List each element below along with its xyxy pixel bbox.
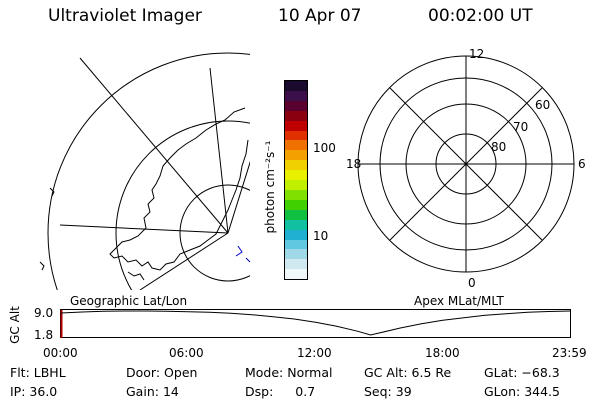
dsp-label: Dsp:: [245, 384, 274, 399]
apex-polar-plot: [357, 55, 575, 273]
coastline: [109, 107, 249, 271]
colorbar-segment: [285, 259, 307, 270]
colorbar-segment: [285, 219, 307, 230]
colorbar-tick-100: 100: [313, 141, 336, 155]
colorbar-segment: [285, 239, 307, 250]
geographic-map: [39, 52, 251, 290]
info-flt: Flt: LBHL: [10, 365, 66, 380]
colorbar-segment: [285, 120, 307, 131]
mlt-label-18: 18: [346, 157, 362, 171]
mlat-label-80: 80: [491, 140, 507, 154]
glat-label: GLat:: [484, 365, 518, 380]
colorbar-segment: [285, 199, 307, 210]
altitude-curve: [60, 310, 571, 336]
colorbar-segment: [285, 170, 307, 181]
timeline-xtick-0000: 00:00: [43, 346, 78, 360]
info-door: Door: Open: [126, 365, 197, 380]
timeline-xtick-2359: 23:59: [552, 346, 587, 360]
info-gain: Gain: 14: [126, 384, 179, 399]
colorbar-segment: [285, 81, 307, 91]
colorbar-segment: [285, 229, 307, 240]
altitude-timeline-plot: [60, 309, 571, 338]
glon-value: 344.5: [524, 384, 560, 399]
observation-time: 00:02:00 UT: [428, 6, 533, 26]
timeline-ylabel: GC Alt: [8, 306, 22, 344]
colorbar-unit-label: photon cm⁻²s⁻¹: [263, 140, 277, 234]
door-label: Door:: [126, 365, 161, 380]
colorbar-segment: [285, 90, 307, 101]
colorbar-segment: [285, 160, 307, 171]
apex-panel-label: Apex MLat/MLT: [414, 294, 504, 308]
mode-value: Normal: [287, 365, 333, 380]
gain-value: 14: [162, 384, 179, 399]
info-seq: Seq: 39: [364, 384, 412, 399]
colorbar-segment: [285, 110, 307, 121]
colorbar-gradient: [285, 81, 307, 280]
geographic-panel-label: Geographic Lat/Lon: [70, 294, 188, 308]
colorbar-tick-10: 10: [313, 229, 329, 243]
ip-value: 36.0: [29, 384, 58, 399]
colorbar-segment: [285, 249, 307, 260]
mlt-label-0: 0: [468, 276, 476, 290]
colorbar-segment: [285, 130, 307, 141]
mode-label: Mode:: [245, 365, 284, 380]
seq-value: 39: [395, 384, 412, 399]
info-dsp: Dsp: 0.7: [245, 384, 315, 399]
mlt-label-6: 6: [578, 157, 586, 171]
title-bar: Ultraviolet Imager 10 Apr 07 00:02:00 UT: [0, 6, 600, 30]
timeline-xtick-1200: 12:00: [297, 346, 332, 360]
mlat-label-60: 60: [535, 98, 551, 112]
flt-value: LBHL: [33, 365, 66, 380]
gcalt-value: 6.5 Re: [411, 365, 452, 380]
glat-value: −68.3: [521, 365, 560, 380]
timeline-xtick-0600: 06:00: [169, 346, 204, 360]
colorbar-segment: [285, 189, 307, 200]
colorbar-segment: [285, 140, 307, 151]
mlt-label-12: 12: [469, 47, 485, 61]
seq-label: Seq:: [364, 384, 392, 399]
flt-label: Flt:: [10, 365, 30, 380]
colorbar-segment: [285, 180, 307, 190]
gcalt-label: GC Alt:: [364, 365, 408, 380]
instrument-title: Ultraviolet Imager: [48, 6, 202, 26]
gain-label: Gain:: [126, 384, 159, 399]
timeline-xtick-1800: 18:00: [425, 346, 460, 360]
observation-date: 10 Apr 07: [278, 6, 362, 26]
door-value: Open: [164, 365, 198, 380]
timeline-ytick-min: 1.8: [34, 328, 54, 342]
colorbar: [284, 80, 308, 280]
info-glat: GLat: −68.3: [484, 365, 560, 380]
info-gcalt: GC Alt: 6.5 Re: [364, 365, 451, 380]
colorbar-segment: [285, 150, 307, 161]
colorbar-segment: [285, 269, 307, 280]
colorbar-segment: [285, 209, 307, 220]
mlat-label-70: 70: [513, 120, 529, 134]
glon-label: GLon:: [484, 384, 521, 399]
info-ip: IP: 36.0: [10, 384, 57, 399]
dsp-value: 0.7: [295, 384, 316, 399]
info-mode: Mode: Normal: [245, 365, 333, 380]
colorbar-segment: [285, 100, 307, 111]
info-glon: GLon: 344.5: [484, 384, 560, 399]
timeline-ytick-max: 9.0: [34, 306, 54, 320]
ip-label: IP:: [10, 384, 26, 399]
